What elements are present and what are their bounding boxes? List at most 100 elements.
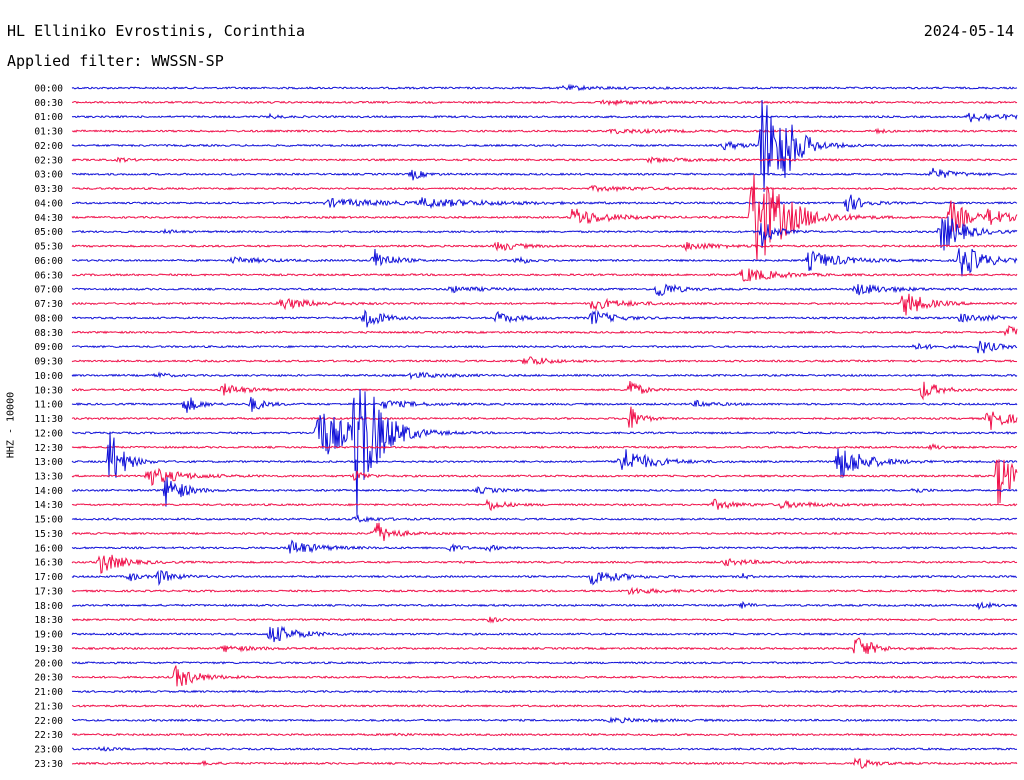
trace-line: [71, 498, 1018, 512]
time-tick-label: 15:00: [34, 515, 63, 526]
time-tick-label: 09:00: [34, 342, 63, 353]
trace-line: [71, 477, 1018, 507]
trace-line: [71, 459, 1018, 505]
time-tick-label: 14:30: [34, 500, 63, 511]
time-tick-label: 03:00: [34, 170, 63, 181]
trace-line: [71, 388, 1018, 517]
trace-line: [71, 689, 1018, 694]
trace-line: [71, 745, 1018, 752]
time-tick-label: 02:00: [34, 141, 63, 152]
trace-line: [71, 586, 1018, 596]
trace-line: [71, 757, 1018, 770]
trace-line: [71, 637, 1018, 654]
time-tick-label: 09:30: [34, 357, 63, 368]
trace-line: [71, 99, 1018, 107]
trace-line: [71, 661, 1018, 665]
time-tick-label: 13:30: [34, 471, 63, 482]
time-tick-label: 19:00: [34, 630, 63, 641]
trace-line: [71, 99, 1018, 192]
time-tick-label: 04:00: [34, 198, 63, 209]
time-tick-label: 12:00: [34, 428, 63, 439]
time-tick-label: 15:30: [34, 529, 63, 540]
trace-line: [71, 293, 1018, 316]
station-title: HL Elliniko Evrostinis, Corinthia: [7, 22, 306, 40]
time-tick-label: 03:30: [34, 184, 63, 195]
trace-line: [72, 194, 1018, 212]
time-tick-label: 21:00: [34, 687, 63, 698]
trace-line: [71, 241, 1018, 253]
plot-date: 2024-05-14: [923, 22, 1014, 40]
trace-line: [71, 174, 1018, 261]
time-tick-label: 05:30: [34, 242, 63, 253]
trace-line: [71, 716, 1017, 724]
time-tick-label: 08:30: [34, 328, 63, 339]
trace-line: [71, 625, 1018, 643]
trace-line: [71, 704, 1018, 708]
time-tick-label: 22:00: [34, 716, 63, 727]
trace-line: [71, 396, 1018, 413]
time-tick-label: 16:30: [34, 558, 63, 569]
time-tick-label: 16:00: [34, 543, 63, 554]
time-tick-label: 06:00: [34, 256, 63, 267]
time-tick-label: 14:00: [34, 486, 63, 497]
time-tick-label: 23:00: [34, 745, 63, 756]
trace-line: [71, 442, 1018, 451]
trace-line: [71, 268, 1018, 282]
time-tick-label: 20:30: [34, 673, 63, 684]
time-tick-label: 01:30: [34, 127, 63, 138]
trace-line: [71, 616, 1018, 624]
time-tick-label: 22:30: [34, 730, 63, 741]
time-tick-label: 04:30: [34, 213, 63, 224]
time-tick-label: 19:30: [34, 644, 63, 655]
trace-line: [71, 309, 1018, 328]
time-tick-label: 00:30: [34, 98, 63, 109]
time-tick-label: 13:00: [34, 457, 63, 468]
time-tick-label: 08:00: [34, 313, 63, 324]
time-tick-label: 17:30: [34, 586, 63, 597]
time-tick-label: 21:30: [34, 701, 63, 712]
time-tick-label: 17:00: [34, 572, 63, 583]
trace-line: [71, 184, 1018, 193]
trace-line: [71, 356, 1018, 366]
filter-label: Applied filter: WWSSN-SP: [7, 52, 224, 70]
trace-line: [71, 539, 1018, 554]
trace-line: [71, 381, 1018, 401]
trace-line: [71, 112, 1018, 123]
time-tick-label: 01:00: [34, 112, 63, 123]
time-tick-label: 10:30: [34, 385, 63, 396]
trace-line: [71, 570, 1017, 587]
time-tick-label: 02:30: [34, 155, 63, 166]
trace-line: [71, 156, 1018, 165]
time-tick-label: 12:30: [34, 443, 63, 454]
trace-line: [71, 514, 1018, 523]
trace-line: [71, 167, 1018, 181]
time-tick-label: 06:30: [34, 270, 63, 281]
trace-line: [71, 216, 1018, 251]
trace-line: [72, 340, 1018, 354]
trace-line: [72, 732, 1018, 737]
time-tick-label: 11:00: [34, 400, 63, 411]
time-tick-label: 18:30: [34, 615, 63, 626]
time-tick-label: 00:00: [34, 84, 63, 95]
trace-line: [71, 325, 1018, 337]
trace-line: [71, 406, 1018, 430]
trace-line: [71, 665, 1018, 687]
trace-line: [71, 83, 1018, 92]
trace-line: [71, 371, 1018, 381]
time-tick-label: 05:00: [34, 227, 63, 238]
time-tick-label: 18:00: [34, 601, 63, 612]
trace-line: [71, 431, 1018, 479]
time-tick-label: 20:00: [34, 658, 63, 669]
time-tick-label: 11:30: [34, 414, 63, 425]
trace-line: [71, 554, 1018, 574]
trace-line: [72, 600, 1018, 611]
time-tick-label: 23:30: [34, 759, 63, 770]
time-tick-label: 07:30: [34, 299, 63, 310]
trace-line: [71, 248, 1018, 277]
trace-line: [71, 127, 1018, 135]
trace-line: [71, 522, 1018, 542]
time-tick-label: 07:00: [34, 285, 63, 296]
time-tick-label: 10:00: [34, 371, 63, 382]
trace-line: [71, 283, 1018, 297]
